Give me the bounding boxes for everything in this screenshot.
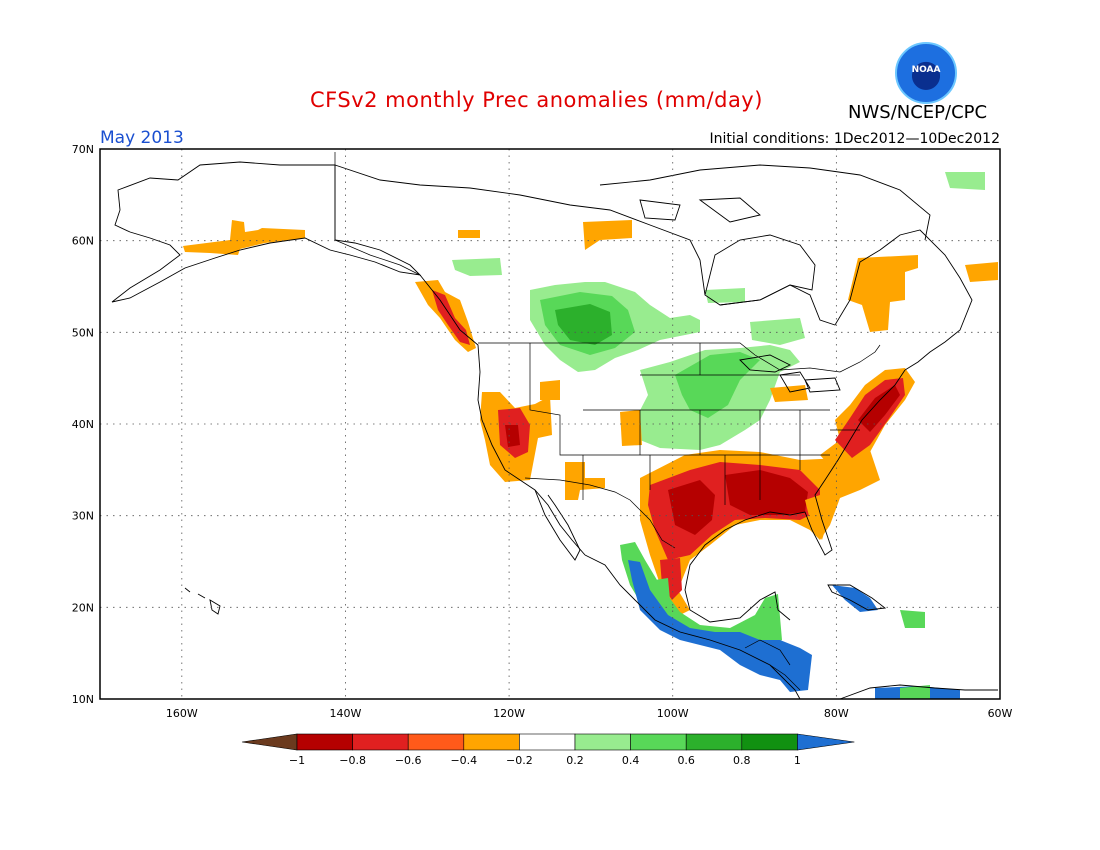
lon-tick-label: 140W (330, 707, 362, 720)
anomaly-patch-hudson (705, 288, 745, 303)
coastline-alaska (111, 161, 422, 303)
coastline-hawaii (184, 587, 221, 615)
colorbar-segment (574, 733, 631, 751)
coastline-south-america (839, 684, 998, 700)
lat-tick-label: 60N (72, 235, 94, 248)
anomaly-patch-nevada (540, 380, 560, 400)
coastline-baja (534, 489, 581, 561)
anomaly-patch-hispaniola (900, 610, 925, 628)
political-borders (334, 152, 881, 691)
colorbar-arrow-high (797, 733, 855, 751)
colorbar-segment (741, 733, 798, 751)
coastline-arctic-islands (599, 164, 931, 241)
map-frame (99, 148, 1001, 700)
anomaly-patch-colombia (900, 685, 930, 699)
coastline-us-west (419, 274, 586, 556)
anomaly-patch-mexico-west (620, 542, 782, 650)
anomaly-patch-sask (452, 258, 502, 276)
lon-tick-label: 100W (657, 707, 689, 720)
anomaly-patch-alaska (183, 220, 305, 255)
colorbar-tick-label: 0.6 (677, 754, 695, 767)
border-us-canada (478, 342, 881, 373)
anomaly-patch-ohio (770, 385, 808, 402)
coastline-canada-north (334, 164, 973, 371)
lat-tick-label: 30N (72, 510, 94, 523)
colorbar: −1 −0.8 −0.6 −0.4 −0.2 0.2 0.4 0.6 0.8 1 (241, 733, 855, 767)
colorbar-segment (685, 733, 743, 751)
anomaly-patch-ontario (750, 318, 805, 345)
coastline-mexico-pacific (584, 554, 801, 700)
colorbar-tick-label: −0.4 (450, 754, 477, 767)
lat-tick-label: 20N (72, 601, 94, 614)
anomaly-patch-quebec (848, 255, 918, 332)
coastline-gulf (684, 369, 906, 623)
colorbar-tick-label: −0.8 (339, 754, 366, 767)
colorbar-tick-label: −0.2 (506, 754, 533, 767)
anomaly-patch-pnw-red (432, 290, 470, 345)
colorbar-arrow-low (241, 733, 298, 751)
anomaly-patch-colorado (620, 410, 642, 446)
lon-tick-label: 80W (824, 707, 849, 720)
graticule (100, 149, 1000, 699)
coastlines (111, 161, 998, 700)
axis-labels: 70N 60N 50N 40N 30N 20N 10N 160W 140W 120W 100W 80W… (72, 143, 1013, 720)
colorbar-segment (407, 733, 465, 751)
colorbar-tick-label: 0.2 (566, 754, 584, 767)
anomaly-patch-northeast-core (858, 385, 900, 432)
noaa-logo-text: NOAA (911, 65, 941, 75)
lat-tick-label: 40N (72, 418, 94, 431)
lat-tick-label: 10N (72, 693, 94, 706)
chart-title: CFSv2 monthly Prec anomalies (mm/day) (310, 88, 763, 112)
colorbar-tick-label: −1 (289, 754, 305, 767)
initial-conditions: Initial conditions: 1Dec2012—10Dec2012 (709, 131, 1000, 147)
border-us-mexico (524, 477, 676, 549)
lat-tick-label: 70N (72, 143, 94, 156)
colorbar-tick-label: 0.4 (622, 754, 640, 767)
noaa-logo: NOAA (895, 42, 957, 104)
colorbar-tick-label: −0.6 (395, 754, 422, 767)
lon-tick-label: 60W (988, 707, 1013, 720)
border-alaska-canada (334, 152, 421, 276)
colorbar-segment (519, 733, 576, 751)
agency-label: NWS/NCEP/CPC (848, 102, 988, 123)
colorbar-segment (352, 733, 409, 751)
anomaly-patch-plains-mid (675, 352, 760, 418)
anomaly-patch-texas-core (668, 480, 715, 535)
map-panel: 70N 60N 50N 40N 30N 20N 10N 160W 140W 120W 100W 80W… (72, 143, 1013, 720)
anomaly-patch-labrador (965, 262, 998, 282)
anomaly-patch-greenland (945, 172, 985, 190)
anomaly-patch-arizona (565, 462, 605, 500)
colorbar-segment (296, 733, 353, 751)
coastline-cuba (827, 584, 887, 611)
lat-tick-label: 50N (72, 326, 94, 339)
colorbar-tick-label: 1 (794, 754, 801, 767)
lon-tick-label: 160W (166, 707, 198, 720)
anomaly-patch-nwt (583, 220, 632, 250)
colorbar-segment (463, 733, 520, 751)
hudson-bay (704, 234, 816, 306)
anomaly-patch-mexico-blue (628, 560, 812, 692)
anomaly-patch-yukon (458, 230, 480, 238)
lon-tick-label: 120W (493, 707, 525, 720)
anomaly-patch-florida (805, 495, 828, 540)
anomaly-patch-cuba (832, 585, 878, 612)
great-lakes (739, 354, 841, 393)
forecast-period: May 2013 (100, 128, 184, 148)
colorbar-segment (630, 733, 687, 751)
border-central-america (744, 639, 801, 691)
anomaly-patches (183, 172, 998, 699)
anomaly-patch-prairies-dark (555, 304, 612, 345)
anomaly-patch-gulf-core (725, 470, 808, 515)
anomaly-patch-yucatan (655, 578, 670, 600)
colorbar-tick-label: 0.8 (733, 754, 751, 767)
border-states (529, 343, 860, 505)
